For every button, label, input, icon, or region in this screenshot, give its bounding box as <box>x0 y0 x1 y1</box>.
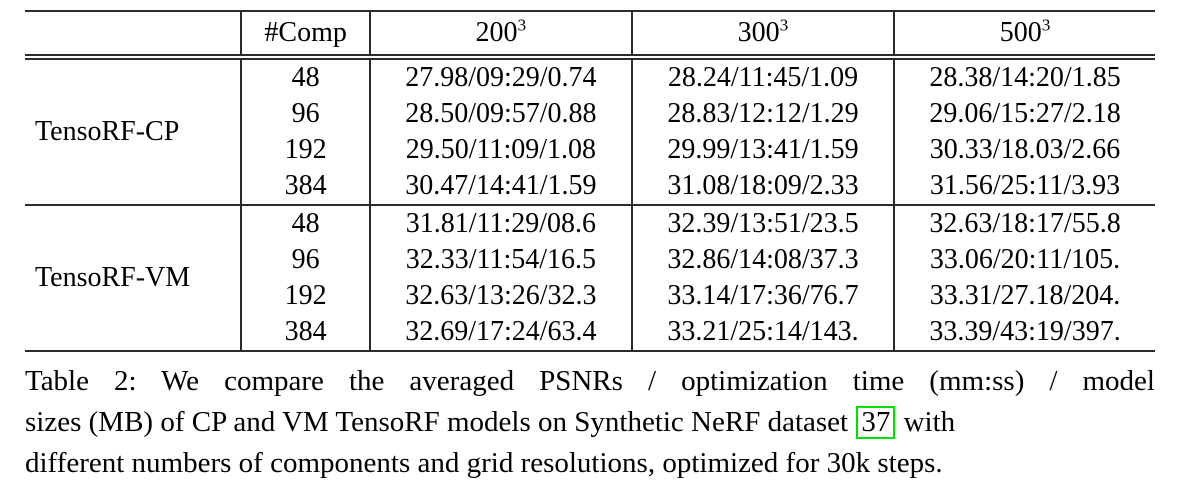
res-exponent: 3 <box>779 15 789 35</box>
res-base: 300 <box>737 17 780 48</box>
comp-cell: 192 <box>240 132 370 168</box>
table-row: 192 32.63/13:26/32.3 33.14/17:36/76.7 33… <box>25 278 1155 314</box>
metric-cell: 28.83/12:12/1.29 <box>630 96 895 132</box>
table-row: 384 32.69/17:24/63.4 33.21/25:14/143. 33… <box>25 314 1155 351</box>
model-label-cp: TensoRF-CP <box>35 116 180 147</box>
model-label-vm: TensoRF-VM <box>25 204 242 351</box>
table-row: TensoRF-CP 48 27.98/09:29/0.74 28.24/11:… <box>25 57 1155 147</box>
table-row: TensoRF-VM 48 31.81/11:29/08.6 32.39/13:… <box>25 204 1155 351</box>
metric-cell: 32.63/13:26/32.3 <box>368 278 632 314</box>
res-exponent: 3 <box>517 15 527 35</box>
comp-cell: 96 <box>240 242 370 278</box>
comp-cell: 192 <box>240 278 370 314</box>
metric-cell: 27.98/09:29/0.74 <box>368 57 632 96</box>
header-comp: #Comp <box>240 11 370 60</box>
citation-link[interactable]: 37 <box>856 406 896 439</box>
metric-cell: 33.39/43:19/397. <box>893 314 1155 351</box>
metric-cell: 29.99/13:41/1.59 <box>630 132 895 168</box>
metric-cell: 30.33/18.03/2.66 <box>893 132 1155 168</box>
metric-cell: 31.56/25:11/3.93 <box>893 168 1155 205</box>
caption-line-1: Table 2: We compare the averaged PSNRs /… <box>25 365 1155 397</box>
metric-cell: 31.81/11:29/08.6 <box>368 204 632 242</box>
table-row: 192 29.50/11:09/1.08 29.99/13:41/1.59 30… <box>25 132 1155 168</box>
comp-cell: 96 <box>240 96 370 132</box>
comp-cell: 48 <box>240 57 370 96</box>
res-base: 200 <box>475 17 518 48</box>
table-row: 384 30.47/14:41/1.59 31.08/18:09/2.33 31… <box>25 168 1155 205</box>
header-res-200: 2003 <box>368 11 632 60</box>
caption-line-3: different numbers of components and grid… <box>25 447 943 479</box>
caption-line-2-tail: with <box>903 406 956 438</box>
caption-line-2: sizes (MB) of CP and VM TensoRF models o… <box>25 402 1155 443</box>
metric-cell: 32.39/13:51/23.5 <box>630 204 895 242</box>
comp-cell: 384 <box>240 168 370 205</box>
metric-cell: 32.69/17:24/63.4 <box>368 314 632 351</box>
metric-cell: 28.50/09:57/0.88 <box>368 96 632 132</box>
table-row: 96 28.50/09:57/0.88 28.83/12:12/1.29 29.… <box>25 96 1155 132</box>
metric-cell: 32.33/11:54/16.5 <box>368 242 632 278</box>
metric-cell: 31.08/18:09/2.33 <box>630 168 895 205</box>
metric-cell: 29.06/15:27/2.18 <box>893 96 1155 132</box>
comp-cell: 384 <box>240 314 370 351</box>
metric-cell: 28.38/14:20/1.85 <box>893 57 1155 96</box>
paper-page-region: #Comp 2003 3003 5003 TensoRF-CP 48 27.98… <box>25 10 1155 352</box>
results-table: #Comp 2003 3003 5003 TensoRF-CP 48 27.98… <box>25 10 1155 352</box>
comp-cell: 48 <box>240 204 370 242</box>
table-header-row: #Comp 2003 3003 5003 <box>25 11 1155 60</box>
header-res-500: 5003 <box>893 11 1155 60</box>
table-row: 96 32.33/11:54/16.5 32.86/14:08/37.3 33.… <box>25 242 1155 278</box>
metric-cell: 33.21/25:14/143. <box>630 314 895 351</box>
metric-cell: 33.06/20:11/105. <box>893 242 1155 278</box>
metric-cell: 33.14/17:36/76.7 <box>630 278 895 314</box>
metric-cell: 29.50/11:09/1.08 <box>368 132 632 168</box>
metric-cell: 32.63/18:17/55.8 <box>893 204 1155 242</box>
header-empty-cell <box>25 11 242 60</box>
metric-cell: 33.31/27.18/204. <box>893 278 1155 314</box>
res-exponent: 3 <box>1041 15 1051 35</box>
header-res-300: 3003 <box>630 11 895 60</box>
res-base: 500 <box>999 17 1042 48</box>
caption-line-2-text: sizes (MB) of CP and VM TensoRF models o… <box>25 406 849 438</box>
table-caption: Table 2: We compare the averaged PSNRs /… <box>25 361 1155 484</box>
metric-cell: 28.24/11:45/1.09 <box>630 57 895 96</box>
metric-cell: 30.47/14:41/1.59 <box>368 168 632 205</box>
metric-cell: 32.86/14:08/37.3 <box>630 242 895 278</box>
